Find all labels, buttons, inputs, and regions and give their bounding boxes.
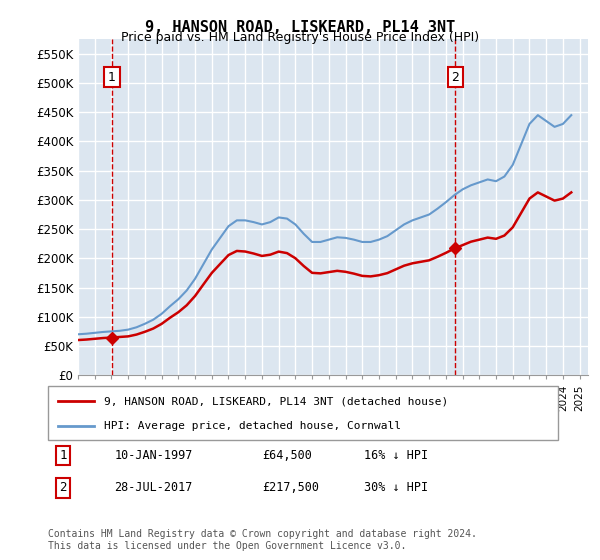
Text: Contains HM Land Registry data © Crown copyright and database right 2024.
This d: Contains HM Land Registry data © Crown c…	[48, 529, 477, 551]
Text: 1: 1	[59, 449, 67, 462]
Text: 16% ↓ HPI: 16% ↓ HPI	[364, 449, 428, 462]
Text: £217,500: £217,500	[262, 482, 319, 494]
FancyBboxPatch shape	[48, 386, 558, 440]
Text: HPI: Average price, detached house, Cornwall: HPI: Average price, detached house, Corn…	[104, 421, 401, 431]
Text: 9, HANSON ROAD, LISKEARD, PL14 3NT: 9, HANSON ROAD, LISKEARD, PL14 3NT	[145, 20, 455, 35]
Text: £64,500: £64,500	[262, 449, 312, 462]
Text: 2: 2	[59, 482, 67, 494]
Text: 10-JAN-1997: 10-JAN-1997	[114, 449, 193, 462]
Text: 30% ↓ HPI: 30% ↓ HPI	[364, 482, 428, 494]
Text: 2: 2	[451, 71, 460, 83]
Text: 28-JUL-2017: 28-JUL-2017	[114, 482, 193, 494]
Text: 9, HANSON ROAD, LISKEARD, PL14 3NT (detached house): 9, HANSON ROAD, LISKEARD, PL14 3NT (deta…	[104, 396, 448, 407]
Text: 1: 1	[108, 71, 116, 83]
Text: Price paid vs. HM Land Registry's House Price Index (HPI): Price paid vs. HM Land Registry's House …	[121, 31, 479, 44]
